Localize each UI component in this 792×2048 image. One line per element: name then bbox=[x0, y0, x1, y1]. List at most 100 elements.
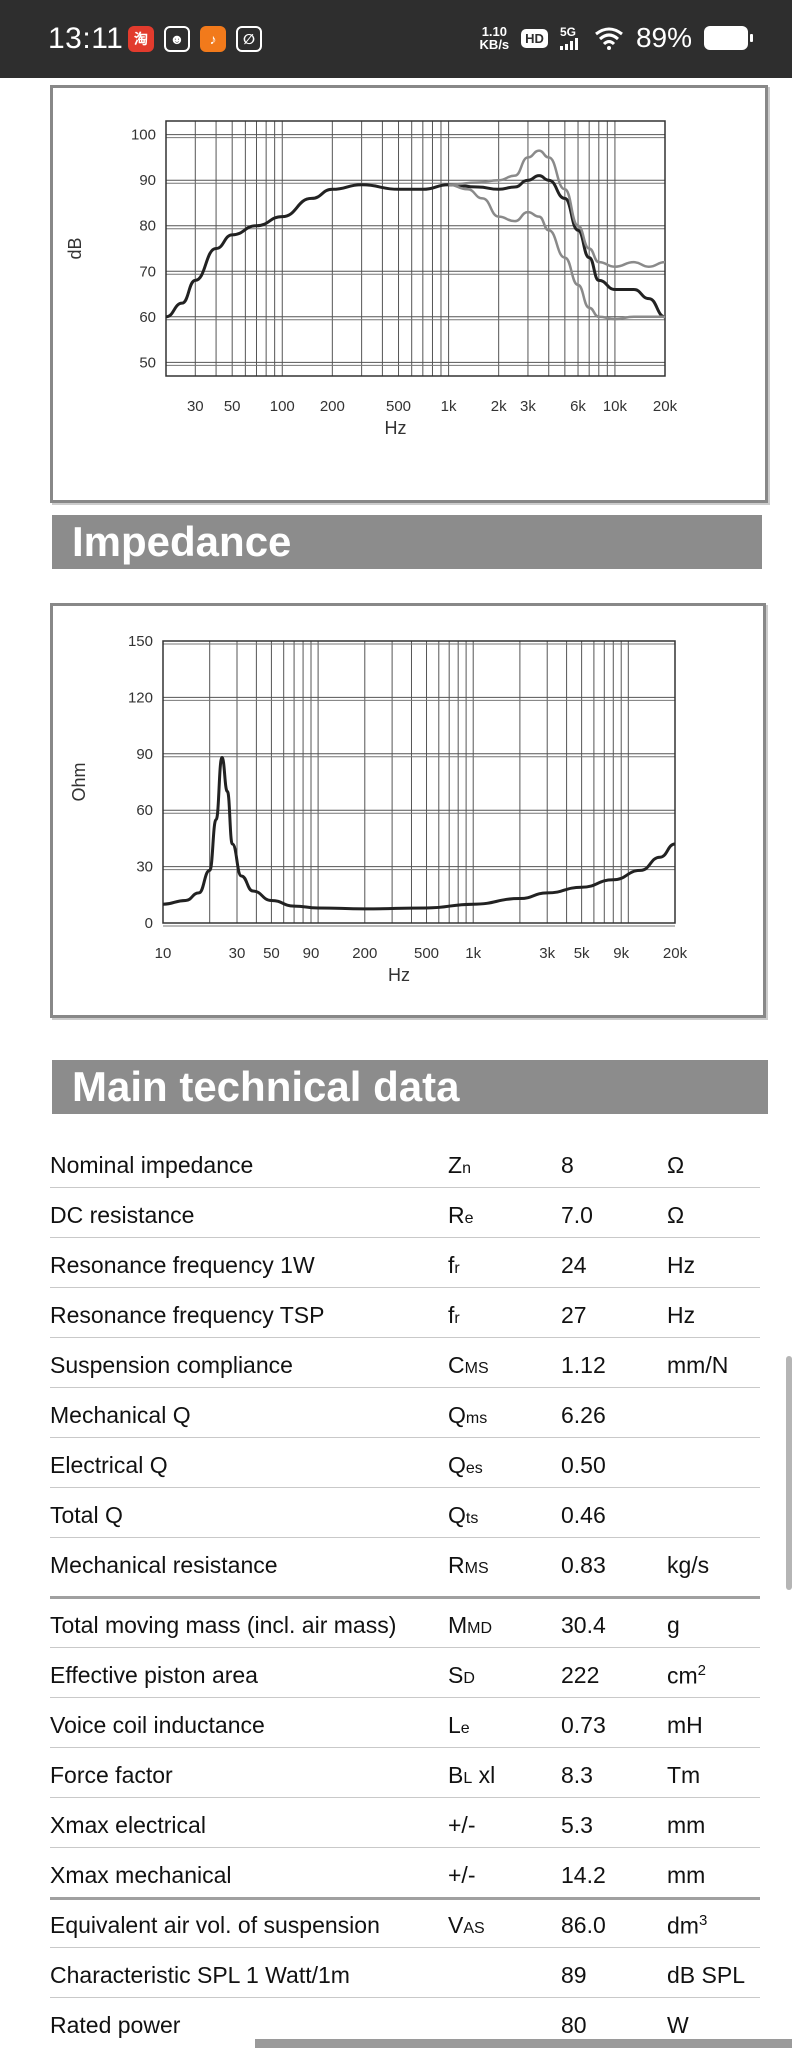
spec-symbol: Zn bbox=[448, 1152, 471, 1178]
network-speed: 1.10 KB/s bbox=[480, 25, 510, 51]
spec-unit: g bbox=[667, 1612, 680, 1638]
y-tick-label: 100 bbox=[131, 127, 156, 144]
main-data-section-header: Main technical data bbox=[52, 1060, 768, 1114]
spec-value: 0.83 bbox=[561, 1552, 606, 1578]
x-tick-label: 2k bbox=[491, 398, 507, 415]
x-tick-label: 20k bbox=[653, 398, 678, 415]
spec-row: Suspension compliance CMS 1.12 mm/N bbox=[50, 1340, 760, 1390]
spec-value: 24 bbox=[561, 1252, 587, 1278]
spec-unit: Tm bbox=[667, 1762, 701, 1788]
spec-symbol: RMS bbox=[448, 1552, 489, 1578]
row-divider bbox=[50, 1596, 760, 1599]
wifi-icon bbox=[595, 27, 623, 50]
row-divider bbox=[50, 1537, 760, 1538]
spec-row: Total Q Qts 0.46 bbox=[50, 1490, 760, 1540]
row-divider bbox=[50, 1647, 760, 1648]
x-tick-label: 500 bbox=[386, 398, 411, 415]
spec-name: Rated power bbox=[50, 2012, 181, 2038]
chat-app-icon: ☻ bbox=[164, 26, 190, 52]
signal-bars-icon bbox=[559, 38, 578, 50]
row-divider bbox=[50, 1997, 760, 1998]
spec-value: 0.46 bbox=[561, 1502, 606, 1528]
spec-value: 14.2 bbox=[561, 1862, 606, 1888]
spec-unit: mH bbox=[667, 1712, 703, 1738]
y-tick-label: 150 bbox=[128, 633, 153, 650]
y-tick-label: 60 bbox=[139, 309, 156, 326]
x-tick-label: 90 bbox=[303, 945, 320, 962]
spec-unit: W bbox=[667, 2012, 689, 2038]
spec-symbol: SD bbox=[448, 1662, 475, 1688]
spec-value: 222 bbox=[561, 1662, 600, 1688]
x-tick-label: 1k bbox=[441, 398, 457, 415]
x-tick-label: 200 bbox=[352, 945, 377, 962]
spec-row: Mechanical resistance RMS 0.83 kg/s bbox=[50, 1540, 760, 1590]
spec-symbol: +/- bbox=[448, 1862, 476, 1888]
row-divider bbox=[50, 1747, 760, 1748]
spec-name: Effective piston area bbox=[50, 1662, 258, 1688]
row-divider bbox=[50, 1187, 760, 1188]
main-data-title: Main technical data bbox=[72, 1063, 460, 1110]
x-tick-label: 20k bbox=[663, 945, 688, 962]
spec-name: Nominal impedance bbox=[50, 1152, 254, 1178]
spec-symbol: Qts bbox=[448, 1502, 479, 1528]
spec-name: Mechanical Q bbox=[50, 1402, 191, 1428]
spec-name: Electrical Q bbox=[50, 1452, 168, 1478]
horizontal-scrollbar[interactable] bbox=[255, 2039, 792, 2048]
status-bar: 13:11 淘 ☻ ♪ ∅ 1.10 KB/s HD 5G 89% bbox=[0, 0, 792, 78]
y-tick-label: 50 bbox=[139, 354, 156, 371]
row-divider bbox=[50, 1947, 760, 1948]
spec-name: DC resistance bbox=[50, 1202, 195, 1228]
spec-row: Xmax mechanical +/- 14.2 mm bbox=[50, 1850, 760, 1900]
x-tick-label: 50 bbox=[224, 398, 241, 415]
row-divider bbox=[50, 1897, 760, 1900]
spec-value: 0.50 bbox=[561, 1452, 606, 1478]
x-tick-label: 10 bbox=[155, 945, 172, 962]
row-divider bbox=[50, 1387, 760, 1388]
taobao-app-icon: 淘 bbox=[128, 26, 154, 52]
spec-unit: Ω bbox=[667, 1152, 685, 1178]
spec-row: Mechanical Q Qms 6.26 bbox=[50, 1390, 760, 1440]
series-line-off-axis-60 bbox=[448, 183, 665, 321]
spec-row: Characteristic SPL 1 Watt/1m 89 dB SPL bbox=[50, 1950, 760, 2000]
plot-frame bbox=[162, 640, 676, 924]
spec-name: Xmax electrical bbox=[50, 1812, 206, 1838]
spec-value: 1.12 bbox=[561, 1352, 606, 1378]
x-tick-label: 1k bbox=[465, 945, 481, 962]
x-tick-label: 50 bbox=[263, 945, 280, 962]
battery-percent: 89% bbox=[635, 22, 692, 53]
spec-row: Resonance frequency 1W fr 24 Hz bbox=[50, 1240, 760, 1290]
spec-symbol: fr bbox=[448, 1252, 460, 1278]
spec-value: 8.3 bbox=[561, 1762, 593, 1788]
spec-unit: mm bbox=[667, 1862, 706, 1888]
x-tick-label: 100 bbox=[270, 398, 295, 415]
row-divider bbox=[50, 1487, 760, 1488]
vertical-scrollbar[interactable] bbox=[786, 1356, 792, 1590]
spec-unit: dm3 bbox=[667, 1912, 708, 1939]
spec-symbol: +/- bbox=[448, 1812, 476, 1838]
link-app-glyph: ∅ bbox=[243, 30, 255, 47]
impedance-title: Impedance bbox=[72, 518, 292, 565]
spec-row: Nominal impedance Zn 8 Ω bbox=[50, 1140, 760, 1190]
battery-icon bbox=[704, 26, 753, 50]
spec-value: 6.26 bbox=[561, 1402, 606, 1428]
impedance-section-header: Impedance bbox=[52, 515, 762, 569]
network-type: 5G bbox=[559, 25, 576, 39]
y-tick-label: 120 bbox=[128, 689, 153, 706]
x-axis-title: Hz bbox=[388, 965, 410, 985]
spec-name: Resonance frequency 1W bbox=[50, 1252, 315, 1278]
spec-name: Suspension compliance bbox=[50, 1352, 293, 1378]
spec-value: 0.73 bbox=[561, 1712, 606, 1738]
y-tick-label: 90 bbox=[139, 172, 156, 189]
spec-name: Resonance frequency TSP bbox=[50, 1302, 325, 1328]
spec-row: Effective piston area SD 222 cm2 bbox=[50, 1650, 760, 1700]
spec-value: 89 bbox=[561, 1962, 587, 1988]
spec-name: Xmax mechanical bbox=[50, 1862, 232, 1888]
spec-symbol: VAS bbox=[448, 1912, 485, 1938]
x-tick-label: 500 bbox=[414, 945, 439, 962]
frequency-response-svg: 100 90 80 70 60 50 30 50 100 200 500 1k 2k 3k 6k 10k 20k… bbox=[65, 120, 678, 438]
spec-unit: mm/N bbox=[667, 1352, 729, 1378]
spec-row: Electrical Q Qes 0.50 bbox=[50, 1440, 760, 1490]
y-axis-title: Ohm bbox=[69, 762, 89, 801]
spec-value: 30.4 bbox=[561, 1612, 606, 1638]
taobao-app-glyph: 淘 bbox=[134, 31, 148, 47]
